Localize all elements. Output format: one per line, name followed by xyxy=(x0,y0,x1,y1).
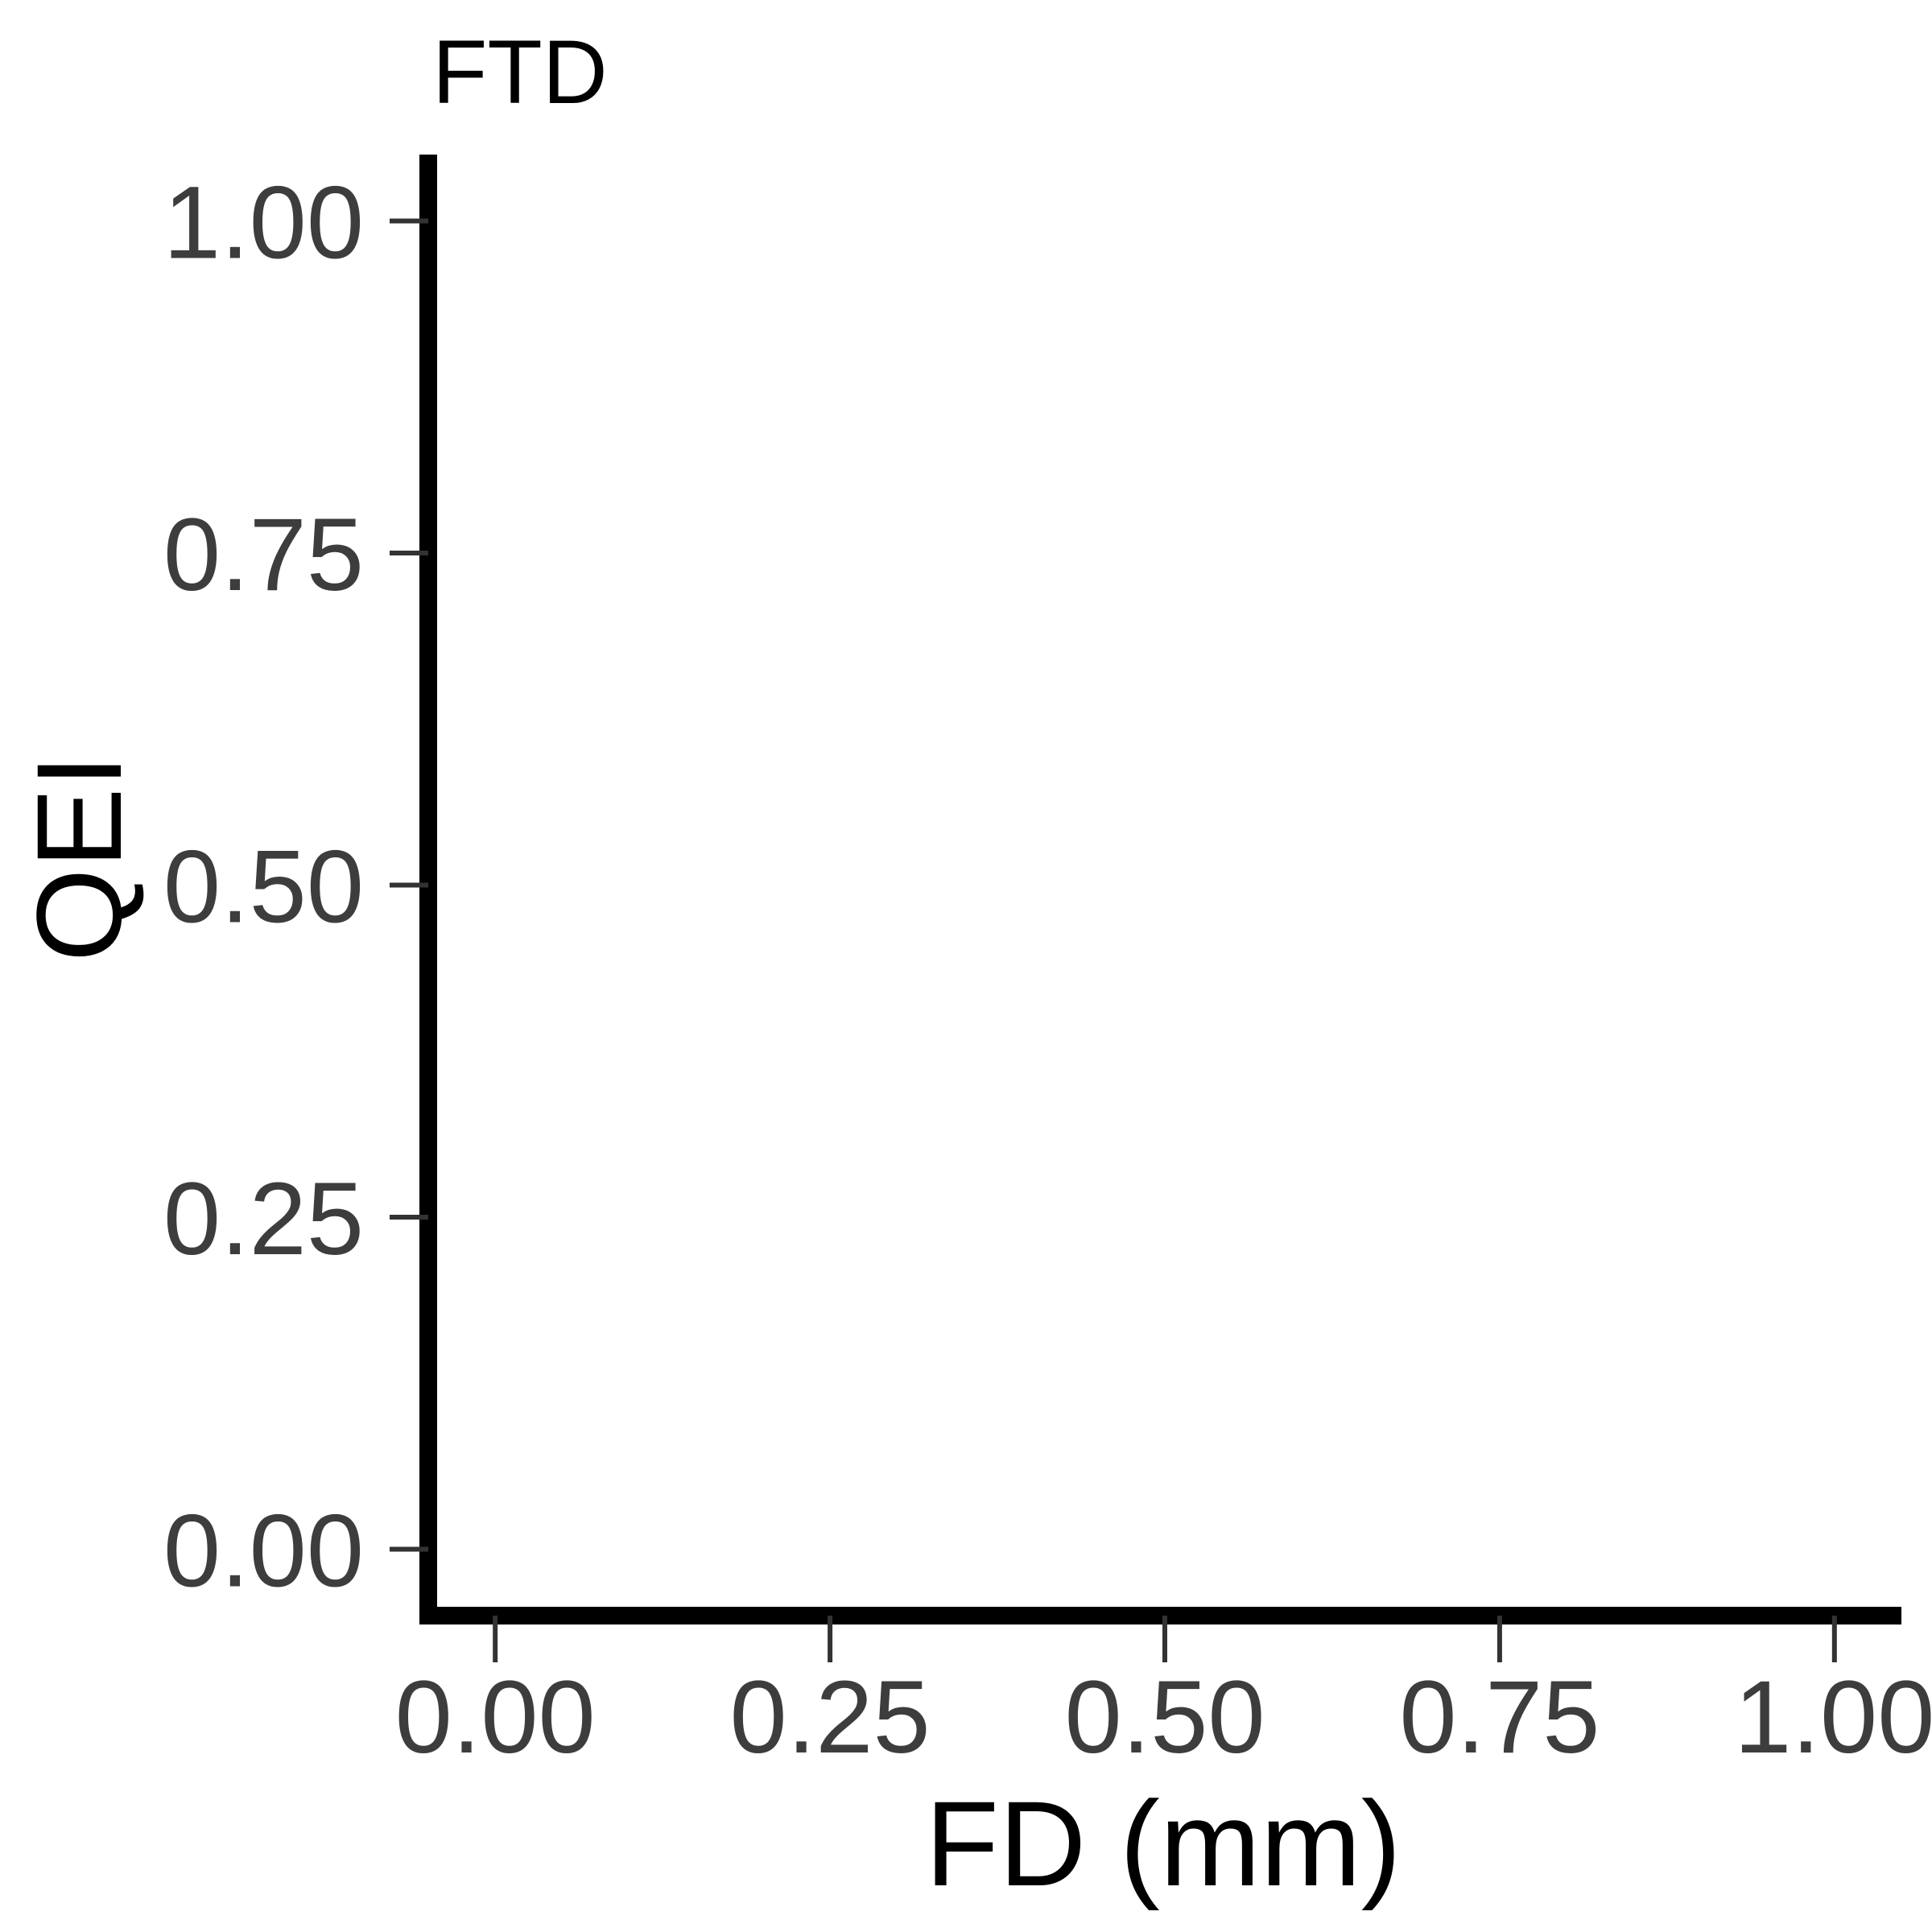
x-tick-label: 0.25 xyxy=(730,1660,931,1775)
y-axis-title: QEI xyxy=(11,754,147,962)
x-tick-label: 0.00 xyxy=(395,1660,596,1775)
x-tick-label: 1.00 xyxy=(1734,1660,1932,1775)
x-axis: 0.00 0.25 0.50 0.75 1.00 xyxy=(395,1607,1932,1775)
x-tick-label: 0.50 xyxy=(1064,1660,1265,1775)
y-tick-label: 0.75 xyxy=(163,497,364,613)
y-axis: 0.00 0.25 0.50 0.75 1.00 xyxy=(163,155,437,1622)
y-tick-label: 0.25 xyxy=(163,1162,364,1277)
y-tick-label: 1.00 xyxy=(163,166,364,281)
y-tick-label: 0.50 xyxy=(163,830,364,945)
chart-title: FTD xyxy=(432,22,608,122)
x-tick-label: 0.75 xyxy=(1399,1660,1600,1775)
x-axis-title: FD (mm) xyxy=(925,1776,1401,1911)
y-tick-label: 0.00 xyxy=(163,1494,364,1609)
